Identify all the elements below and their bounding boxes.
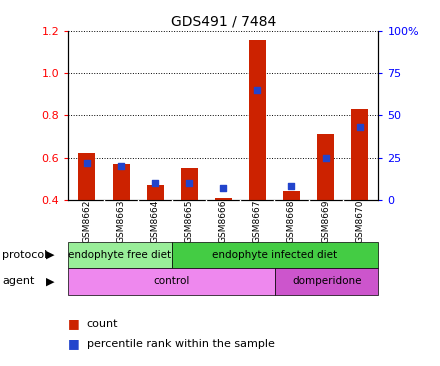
Text: count: count: [87, 319, 118, 329]
Point: [356, 124, 363, 130]
Text: GSM8662: GSM8662: [82, 199, 92, 243]
Bar: [317, 134, 334, 284]
Point: [186, 180, 193, 186]
Bar: [113, 164, 129, 284]
Bar: [283, 191, 300, 284]
Point: [254, 87, 261, 93]
Bar: [215, 198, 232, 284]
Text: ■: ■: [68, 317, 80, 330]
Text: GSM8663: GSM8663: [117, 199, 125, 243]
Text: GSM8666: GSM8666: [219, 199, 228, 243]
Text: protocol: protocol: [2, 250, 48, 260]
Text: GSM8664: GSM8664: [150, 199, 160, 243]
Point: [322, 155, 329, 161]
Bar: [78, 153, 95, 284]
Point: [84, 160, 91, 166]
Point: [117, 163, 125, 169]
Point: [220, 185, 227, 191]
Text: ▶: ▶: [46, 276, 55, 287]
Bar: [68, 268, 275, 295]
Text: GSM8670: GSM8670: [355, 199, 364, 243]
Point: [152, 180, 159, 186]
Point: [288, 183, 295, 189]
Text: agent: agent: [2, 276, 35, 287]
Bar: [181, 168, 198, 284]
Text: ■: ■: [68, 337, 80, 351]
Text: endophyte free diet: endophyte free diet: [68, 250, 172, 260]
Text: GSM8668: GSM8668: [287, 199, 296, 243]
Text: GSM8665: GSM8665: [185, 199, 194, 243]
Text: domperidone: domperidone: [292, 276, 361, 287]
Text: GSM8669: GSM8669: [321, 199, 330, 243]
Bar: [68, 242, 172, 268]
Title: GDS491 / 7484: GDS491 / 7484: [171, 15, 276, 29]
Bar: [172, 242, 378, 268]
Bar: [275, 268, 378, 295]
Bar: [249, 40, 266, 284]
Bar: [147, 185, 164, 284]
Text: GSM8667: GSM8667: [253, 199, 262, 243]
Text: ▶: ▶: [46, 250, 55, 260]
Text: endophyte infected diet: endophyte infected diet: [213, 250, 337, 260]
Bar: [351, 109, 368, 284]
Text: control: control: [154, 276, 190, 287]
Text: percentile rank within the sample: percentile rank within the sample: [87, 339, 275, 349]
